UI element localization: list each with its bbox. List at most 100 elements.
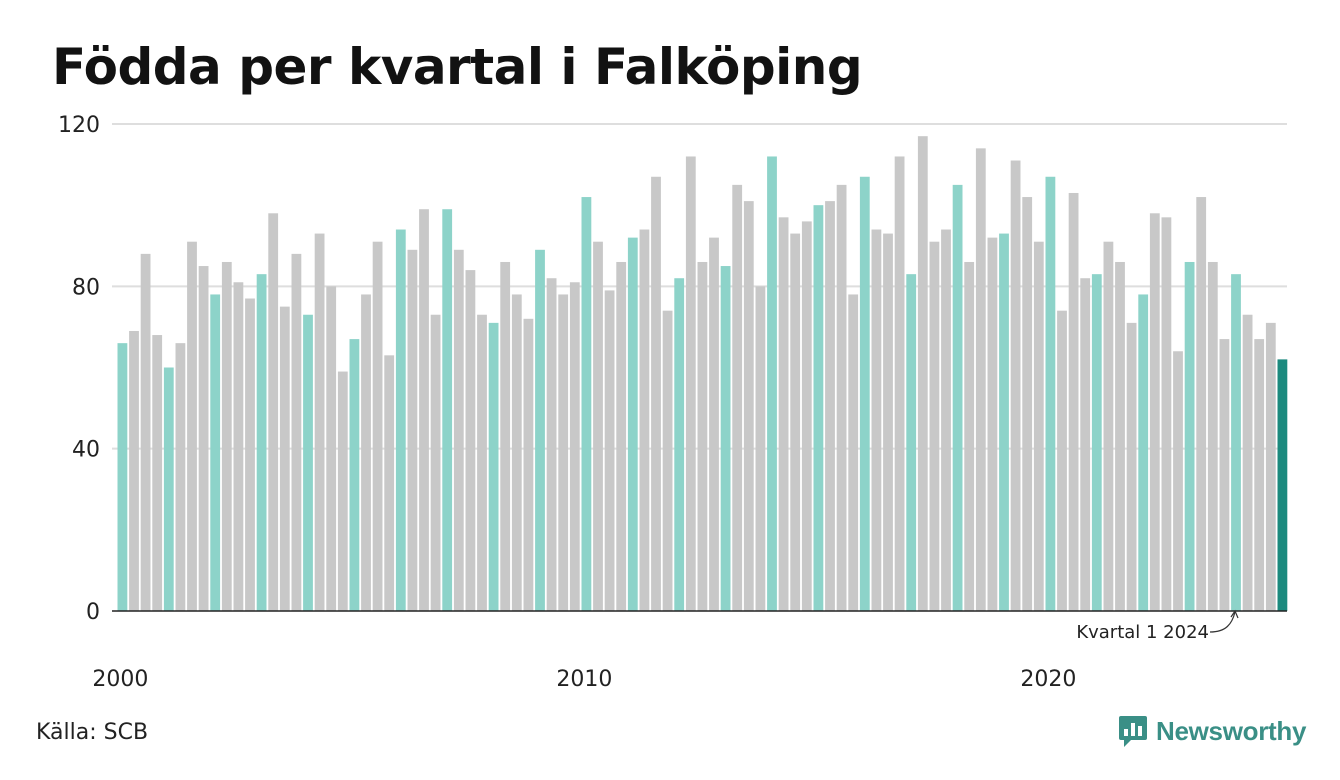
bar xyxy=(279,306,290,612)
newsworthy-logo-icon xyxy=(1119,716,1147,747)
y-axis-labels: 0 40 80 120 xyxy=(58,113,100,625)
bar xyxy=(581,197,592,612)
bar xyxy=(813,205,824,612)
bar xyxy=(778,217,789,611)
annotation-arrowhead xyxy=(1230,609,1239,619)
bar xyxy=(569,282,580,611)
bar xyxy=(419,209,429,612)
bar xyxy=(929,241,940,611)
bar xyxy=(1161,217,1172,611)
bar xyxy=(697,261,708,611)
bar xyxy=(337,371,348,611)
bar xyxy=(1068,192,1079,612)
bar xyxy=(163,367,174,611)
bar xyxy=(326,286,337,611)
bar xyxy=(836,184,847,612)
bar xyxy=(941,229,951,611)
bar xyxy=(1196,197,1207,612)
bar xyxy=(465,270,476,611)
bar xyxy=(291,253,302,611)
bar xyxy=(129,330,139,611)
bar xyxy=(477,314,487,611)
bar xyxy=(732,184,743,612)
bar xyxy=(175,343,186,611)
y-tick-label: 40 xyxy=(72,438,100,463)
chart-title: Födda per kvartal i Falköping xyxy=(52,38,863,96)
bar xyxy=(187,241,197,611)
bar xyxy=(743,201,754,612)
bar xyxy=(384,355,395,611)
bar xyxy=(685,156,696,611)
bar xyxy=(662,310,673,611)
bar xyxy=(314,233,325,611)
y-tick-label: 0 xyxy=(86,600,100,625)
bar xyxy=(593,241,603,611)
bar xyxy=(453,249,464,611)
bar xyxy=(1103,241,1114,611)
bar xyxy=(1219,339,1230,611)
bar xyxy=(349,339,360,611)
bar xyxy=(975,148,986,611)
bar xyxy=(558,294,569,611)
bar xyxy=(709,237,719,611)
bar xyxy=(256,274,267,611)
bar xyxy=(523,318,534,611)
bar xyxy=(894,156,905,611)
y-tick-label: 80 xyxy=(72,275,100,300)
source-label: Källa: SCB xyxy=(36,720,149,745)
bar xyxy=(268,213,279,611)
bar xyxy=(1265,322,1276,611)
bar xyxy=(651,176,661,611)
bar xyxy=(1277,359,1288,611)
y-tick-label: 120 xyxy=(58,113,100,138)
bar xyxy=(210,294,221,611)
bar xyxy=(1022,197,1033,612)
x-tick-label: 2010 xyxy=(556,667,612,692)
bar xyxy=(430,314,441,611)
bar xyxy=(859,176,870,611)
bar xyxy=(1080,278,1091,611)
bar xyxy=(140,253,151,611)
bar xyxy=(1242,314,1253,611)
bar xyxy=(1173,351,1183,611)
newsworthy-brand: Newsworthy xyxy=(1118,714,1306,748)
bar xyxy=(917,136,928,611)
bar xyxy=(152,335,163,611)
bar xyxy=(720,266,731,611)
bar xyxy=(1254,339,1265,611)
bar xyxy=(117,343,128,611)
bar xyxy=(303,314,313,611)
bar xyxy=(442,209,453,612)
x-axis-labels: 2000 2010 2020 xyxy=(92,667,1076,692)
bar xyxy=(1184,261,1195,611)
bar xyxy=(825,201,835,612)
bar xyxy=(395,229,406,611)
bar xyxy=(198,266,209,611)
bar xyxy=(964,261,975,611)
bar xyxy=(1033,241,1044,611)
bar xyxy=(906,274,917,611)
bar xyxy=(488,322,499,611)
bar xyxy=(245,298,255,611)
x-tick-label: 2020 xyxy=(1020,667,1076,692)
bar xyxy=(790,233,801,611)
bar xyxy=(755,286,766,611)
bar xyxy=(233,282,244,611)
bar xyxy=(221,261,232,611)
bar xyxy=(1207,261,1218,611)
bar xyxy=(952,184,963,612)
bar xyxy=(883,233,893,611)
bar xyxy=(500,261,511,611)
bar xyxy=(1010,160,1021,611)
annotation-label: Kvartal 1 2024 xyxy=(1076,622,1209,643)
bar xyxy=(361,294,371,611)
bar xyxy=(674,278,685,611)
bar xyxy=(1231,274,1241,611)
bar xyxy=(1115,261,1125,611)
bar xyxy=(848,294,859,611)
bar xyxy=(616,261,627,611)
bar xyxy=(1149,213,1160,611)
x-tick-label: 2000 xyxy=(92,667,148,692)
bar xyxy=(801,221,812,611)
bar xyxy=(535,249,545,611)
